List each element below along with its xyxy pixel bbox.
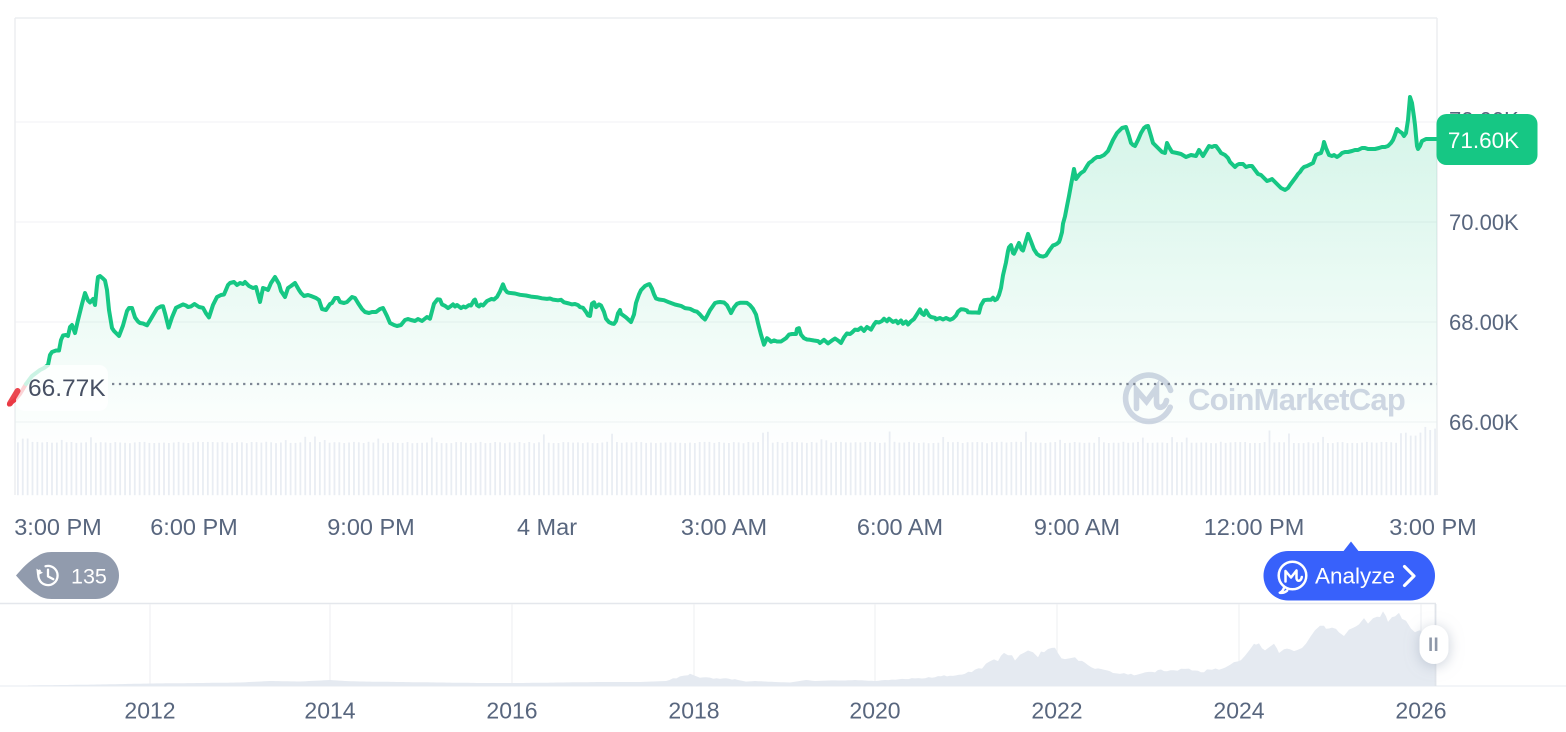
svg-text:4 Mar: 4 Mar: [517, 514, 577, 540]
svg-text:68.00K: 68.00K: [1449, 310, 1519, 335]
svg-text:Analyze: Analyze: [1315, 564, 1395, 589]
svg-text:9:00 AM: 9:00 AM: [1034, 514, 1120, 540]
svg-text:9:00 PM: 9:00 PM: [327, 514, 415, 540]
svg-text:135: 135: [71, 565, 107, 589]
svg-text:2026: 2026: [1395, 698, 1446, 724]
svg-text:71.60K: 71.60K: [1448, 128, 1519, 153]
svg-text:66.00K: 66.00K: [1449, 410, 1519, 435]
svg-text:2022: 2022: [1031, 698, 1082, 724]
svg-text:6:00 PM: 6:00 PM: [150, 514, 238, 540]
svg-text:2012: 2012: [124, 698, 175, 724]
svg-text:70.00K: 70.00K: [1449, 210, 1519, 235]
svg-text:3:00 PM: 3:00 PM: [1389, 514, 1477, 540]
svg-text:6:00 AM: 6:00 AM: [857, 514, 943, 540]
svg-text:CoinMarketCap: CoinMarketCap: [1188, 382, 1405, 417]
svg-text:2018: 2018: [668, 698, 719, 724]
svg-text:3:00 AM: 3:00 AM: [681, 514, 767, 540]
svg-text:66.77K: 66.77K: [28, 375, 106, 402]
svg-text:2014: 2014: [304, 698, 355, 724]
svg-text:3:00 PM: 3:00 PM: [14, 514, 102, 540]
svg-text:2016: 2016: [486, 698, 537, 724]
svg-text:2024: 2024: [1213, 698, 1264, 724]
svg-text:2020: 2020: [849, 698, 900, 724]
svg-text:12:00 PM: 12:00 PM: [1204, 514, 1305, 540]
